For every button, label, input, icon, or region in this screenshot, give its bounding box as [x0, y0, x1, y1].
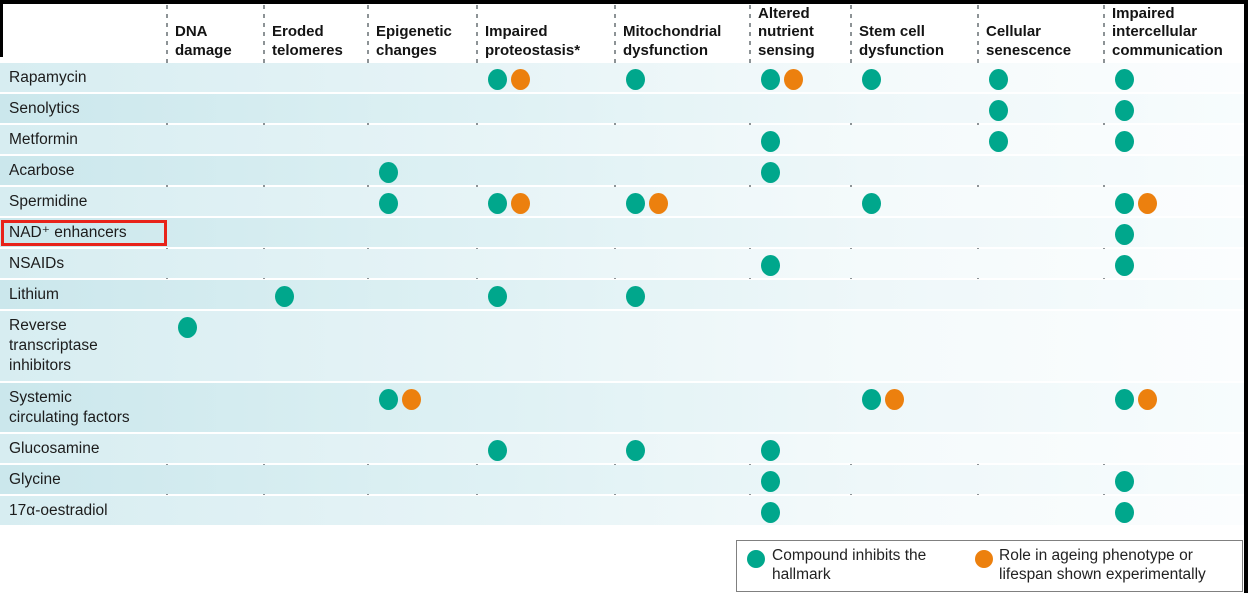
inhibits-dot-icon: [1115, 389, 1134, 410]
legend-box: Compound inhibits the hallmark Role in a…: [736, 540, 1243, 592]
table-row: Metformin: [0, 125, 1244, 154]
row-label: Reverse transcriptase inhibitors: [9, 317, 98, 375]
row-label: Lithium: [9, 286, 59, 303]
row-label: Rapamycin: [9, 69, 87, 86]
inhibits-dot-icon: [989, 69, 1008, 90]
inhibits-dot-icon: [1115, 224, 1134, 245]
table-row: Spermidine: [0, 187, 1244, 216]
table-row: Glycine: [0, 465, 1244, 494]
inhibits-dot-icon: [1115, 193, 1134, 214]
row-label: Senolytics: [9, 100, 80, 117]
table-row: Rapamycin: [0, 63, 1244, 92]
inhibits-dot-icon: [626, 193, 645, 214]
inhibits-dot-icon: [761, 471, 780, 492]
table-row: NSAIDs: [0, 249, 1244, 278]
inhibits-dot-icon: [862, 389, 881, 410]
row-label: Glycine: [9, 471, 61, 488]
inhibits-dot-icon: [1115, 131, 1134, 152]
row-label: 17α-oestradiol: [9, 502, 108, 519]
inhibits-dot-icon: [989, 131, 1008, 152]
inhibits-dot-icon: [989, 100, 1008, 121]
table-row: Reverse transcriptase inhibitors: [0, 311, 1244, 381]
figure-border-left-top: [0, 0, 3, 57]
table-row: NAD⁺ enhancers: [0, 218, 1244, 247]
inhibits-dot-icon: [488, 440, 507, 461]
figure-border-top: [0, 0, 1248, 4]
legend-experimental-label: Role in ageing phenotype or lifespan sho…: [999, 547, 1206, 584]
column-header: Impaired intercellular communication: [1112, 5, 1223, 59]
inhibits-dot-icon: [626, 286, 645, 307]
table-row: Acarbose: [0, 156, 1244, 185]
experimental-dot-icon: [649, 193, 668, 214]
inhibits-dot-icon: [626, 440, 645, 461]
column-header: Mitochondrial dysfunction: [623, 23, 722, 59]
table-row: Senolytics: [0, 94, 1244, 123]
inhibits-dot-icon: [1115, 502, 1134, 523]
row-label: Metformin: [9, 131, 78, 148]
highlight-box: [1, 220, 167, 246]
inhibits-dot-icon: [275, 286, 294, 307]
inhibits-dot-icon: [626, 69, 645, 90]
inhibits-dot-icon: [761, 255, 780, 276]
row-label: Acarbose: [9, 162, 75, 179]
row-label: Spermidine: [9, 193, 88, 210]
column-header: Eroded telomeres: [272, 23, 343, 59]
experimental-dot-icon: [784, 69, 803, 90]
experimental-dot-icon: [402, 389, 421, 410]
inhibits-dot-icon: [862, 193, 881, 214]
inhibits-dot-icon: [1115, 471, 1134, 492]
figure-border-right: [1244, 0, 1248, 593]
inhibits-dot-icon: [379, 389, 398, 410]
experimental-dot-icon: [1138, 193, 1157, 214]
inhibits-dot-icon: [1115, 69, 1134, 90]
inhibits-dot-icon: [488, 193, 507, 214]
table-row: Lithium: [0, 280, 1244, 309]
inhibits-dot-icon: [761, 502, 780, 523]
column-header: Altered nutrient sensing: [758, 5, 815, 59]
column-header: Cellular senescence: [986, 23, 1072, 59]
inhibits-dot-icon: [761, 162, 780, 183]
row-label[interactable]: NAD⁺ enhancers: [9, 224, 127, 241]
inhibits-dot-icon: [761, 69, 780, 90]
experimental-dot-icon: [1138, 389, 1157, 410]
table-row: Systemic circulating factors: [0, 383, 1244, 432]
row-label: Glucosamine: [9, 440, 100, 457]
inhibits-dot-icon: [488, 286, 507, 307]
column-header: Stem cell dysfunction: [859, 23, 944, 59]
inhibits-dot-icon: [379, 193, 398, 214]
row-label: NSAIDs: [9, 255, 65, 272]
inhibits-dot-icon: [488, 69, 507, 90]
experimental-dot-icon: [885, 389, 904, 410]
experimental-dot-icon: [511, 193, 530, 214]
column-header: Impaired proteostasis*: [485, 23, 581, 59]
inhibits-dot-icon: [862, 69, 881, 90]
legend-inhibits-label: Compound inhibits the hallmark: [772, 547, 927, 584]
inhibits-dot-icon: [747, 550, 765, 568]
column-header: DNA damage: [175, 23, 232, 59]
experimental-dot-icon: [975, 550, 993, 568]
inhibits-dot-icon: [1115, 255, 1134, 276]
inhibits-dot-icon: [379, 162, 398, 183]
column-header: Epigenetic changes: [376, 23, 452, 59]
table-row: 17α-oestradiol: [0, 496, 1244, 525]
experimental-dot-icon: [511, 69, 530, 90]
inhibits-dot-icon: [178, 317, 197, 338]
row-label: Systemic circulating factors: [9, 389, 130, 427]
inhibits-dot-icon: [1115, 100, 1134, 121]
inhibits-dot-icon: [761, 440, 780, 461]
inhibits-dot-icon: [761, 131, 780, 152]
table-row: Glucosamine: [0, 434, 1244, 463]
